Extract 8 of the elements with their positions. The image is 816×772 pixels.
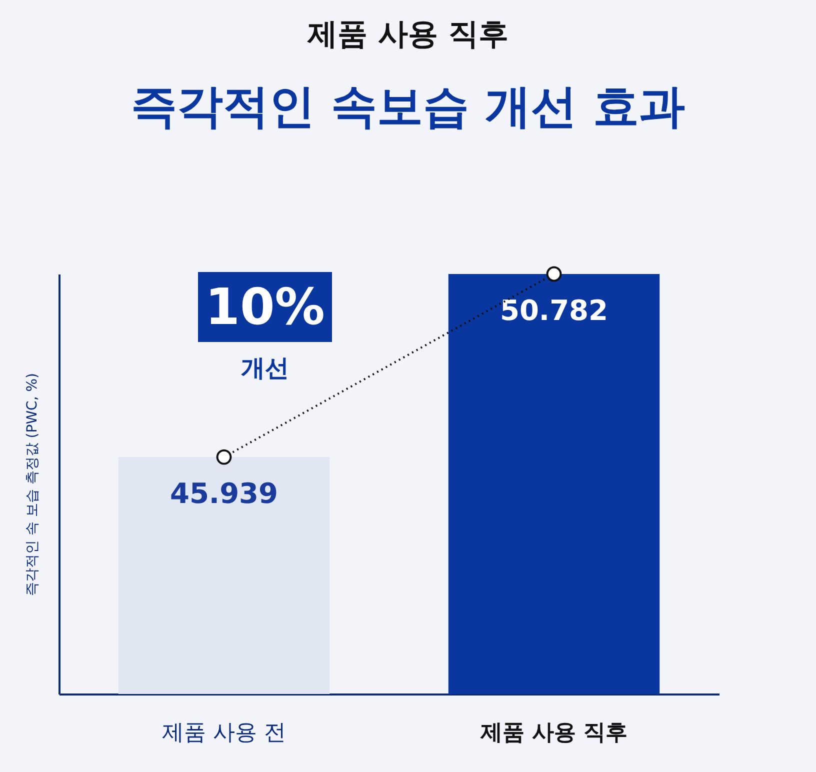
chart-subtitle: 제품 사용 직후 [306, 16, 510, 54]
y-axis-title: 즉각적인 속 보습 측정값 (PWC, %) [24, 373, 40, 596]
annotation: 개선 [240, 353, 290, 384]
data-label: 45.939 [170, 477, 278, 510]
chart-title: 즉각적인 속보습 개선 효과 [130, 78, 686, 135]
annotation: 10% [198, 272, 332, 342]
data-label: 50.782 [500, 294, 608, 327]
x-tick-label: 제품 사용 전 [162, 720, 286, 746]
